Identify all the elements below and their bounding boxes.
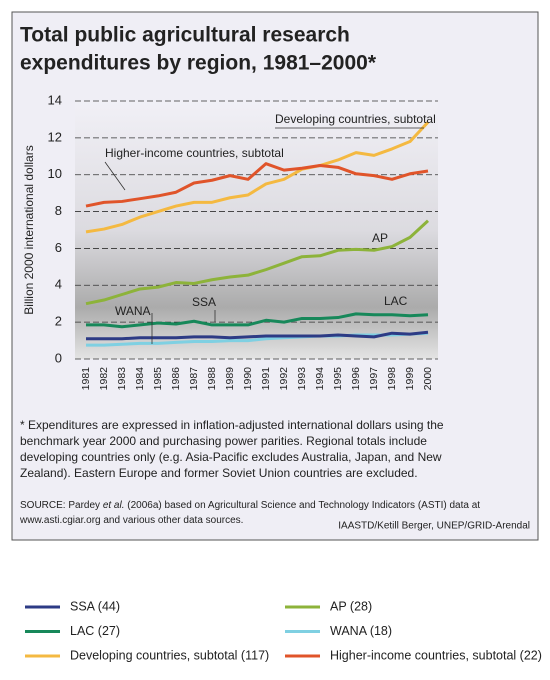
x-tick-label: 1989 — [224, 367, 236, 391]
y-tick-label: 2 — [55, 314, 62, 329]
x-tick-label: 1983 — [116, 367, 128, 391]
series-line — [85, 162, 429, 208]
chart-title: Total public agricultural research — [20, 24, 350, 47]
legend-label: Higher-income countries, subtotal (22) — [330, 648, 542, 662]
x-tick-label: 1991 — [260, 367, 272, 391]
annotation: AP — [372, 231, 388, 245]
y-tick-label: 14 — [48, 92, 62, 107]
x-tick-label: 1985 — [152, 367, 164, 391]
x-tick-label: 1997 — [368, 367, 380, 391]
legend-label: Developing countries, subtotal (117) — [70, 648, 269, 662]
source-part: (2006a) based on Agricultural Science an… — [125, 500, 481, 511]
x-tick-label: 1994 — [314, 367, 326, 391]
legend-label: LAC (27) — [70, 624, 120, 638]
x-tick-label: 1981 — [80, 367, 92, 391]
series-line — [86, 331, 429, 347]
chart-layer: Total public agricultural research expend… — [19, 24, 542, 663]
source: SOURCE: Pardey et al. (2006a) based on A… — [20, 500, 480, 511]
y-tick-label: 12 — [48, 129, 62, 144]
source-part: SOURCE: Pardey — [20, 500, 103, 511]
credit: IAASTD/Ketill Berger, UNEP/GRID-Arendal — [338, 521, 530, 532]
annotation: Developing countries, subtotal — [275, 112, 436, 126]
y-tick-label: 0 — [55, 350, 62, 365]
x-tick-label: 1987 — [188, 367, 200, 391]
source: www.asti.cgiar.org and various other dat… — [19, 515, 243, 526]
annotation: Higher-income countries, subtotal — [105, 146, 284, 160]
series-line — [86, 312, 429, 329]
x-tick-label: 1993 — [296, 367, 308, 391]
x-tick-label: 1982 — [98, 367, 110, 391]
source-part: et al. — [103, 500, 125, 511]
x-tick-label: 1998 — [386, 367, 398, 391]
x-tick-label: 1996 — [350, 367, 362, 391]
series-line — [85, 219, 430, 306]
y-tick-label: 6 — [55, 240, 62, 255]
x-tick-label: 1986 — [170, 367, 182, 391]
y-axis-label: Billion 2000 international dollars — [22, 145, 36, 314]
legend-label: WANA (18) — [330, 624, 392, 638]
plot-area — [75, 101, 438, 359]
annotation-leader — [104, 161, 126, 191]
series-line — [85, 121, 430, 234]
footnote: Zealand). Eastern Europe and former Sovi… — [20, 466, 418, 480]
source-part: www.asti.cgiar.org and various other dat… — [19, 515, 243, 526]
x-tick-label: 1990 — [242, 367, 254, 391]
x-tick-label: 1992 — [278, 367, 290, 391]
annotation: LAC — [384, 294, 408, 308]
chart-title: expenditures by region, 1981–2000* — [20, 52, 377, 75]
footnote: * Expenditures are expressed in inflatio… — [20, 418, 444, 432]
footnote: developing countries only (e.g. Asia-Pac… — [20, 450, 442, 464]
annotation: WANA — [115, 304, 151, 318]
legend-label: SSA (44) — [70, 599, 120, 613]
x-tick-label: 1999 — [404, 367, 416, 391]
x-tick-label: 1984 — [134, 367, 146, 391]
x-tick-label: 1988 — [206, 367, 218, 391]
y-tick-label: 4 — [55, 277, 62, 292]
x-tick-label: 1995 — [332, 367, 344, 391]
x-tick-label: 2000 — [422, 367, 434, 391]
y-tick-label: 8 — [55, 203, 62, 218]
y-tick-label: 10 — [48, 166, 62, 181]
legend-label: AP (28) — [330, 599, 372, 613]
annotation: SSA — [192, 295, 216, 309]
footnote: benchmark year 2000 and purchasing power… — [20, 434, 427, 448]
series-line — [86, 330, 429, 341]
